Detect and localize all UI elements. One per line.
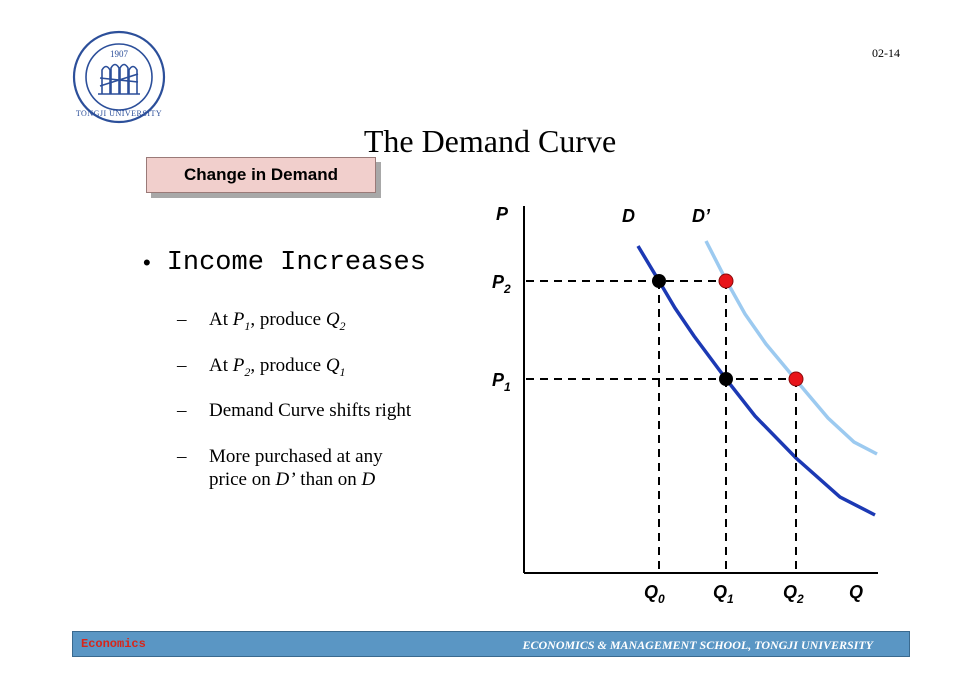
subbullet-text: Demand Curve shifts right	[209, 400, 412, 421]
bullet-main-text: Income Increases	[166, 248, 426, 278]
topic-tag: Change in Demand	[146, 157, 376, 193]
logo-name: TONGJI UNIVERSITY	[76, 109, 162, 118]
point-p2-q0	[652, 274, 666, 288]
quantity-label-q0: Q0	[644, 582, 665, 606]
point-p1-q2	[788, 371, 804, 387]
curve-label-d-prime: D’	[692, 206, 711, 226]
logo-year: 1907	[110, 49, 129, 59]
dash-icon: –	[177, 309, 187, 330]
y-axis-label: P	[496, 204, 509, 224]
quantity-label-q2: Q2	[783, 582, 804, 606]
quantity-label-q1: Q1	[713, 582, 734, 606]
dash-icon: –	[177, 400, 187, 421]
slide-title: The Demand Curve	[363, 123, 617, 159]
footer-course: Economics	[81, 637, 146, 651]
point-p2-q1	[718, 273, 734, 289]
bullet-main: • Income Increases	[143, 248, 483, 278]
footer-school: ECONOMICS & MANAGEMENT SCHOOL, TONGJI UN…	[522, 638, 873, 652]
slide-number: 02-14	[872, 46, 900, 60]
x-axis-label: Q	[849, 582, 863, 602]
demand-curve-d	[636, 245, 876, 517]
demand-curve-graph: P Q D D’ P2 P1 Q0 Q1 Q2	[492, 204, 878, 606]
point-p1-q1	[719, 372, 733, 386]
university-logo: 1907 TONGJI UNIVERSITY	[72, 30, 166, 124]
footer-bar: Economics ECONOMICS & MANAGEMENT SCHOOL,…	[72, 631, 910, 657]
dash-icon: –	[177, 446, 187, 467]
bullet-list: • Income Increases – At P1, produce Q2 –…	[143, 248, 483, 490]
curve-label-d: D	[622, 206, 635, 226]
demand-curve-d-prime	[704, 240, 878, 456]
price-label-p1: P1	[492, 370, 511, 394]
subbullet-1: – At P1, produce Q2	[177, 308, 477, 338]
subbullet-4: – More purchased at any price on D’ than…	[177, 445, 477, 491]
subbullet-3: – Demand Curve shifts right	[177, 399, 477, 422]
subbullet-text: At P2, produce Q1	[209, 355, 346, 379]
subbullet-text: More purchased at any price on D’ than o…	[209, 446, 383, 490]
bullet-dot: •	[143, 250, 151, 275]
subbullet-text: At P1, produce Q2	[209, 309, 346, 333]
price-label-p2: P2	[492, 272, 511, 296]
dash-icon: –	[177, 355, 187, 376]
subbullet-2: – At P2, produce Q1	[177, 354, 477, 384]
